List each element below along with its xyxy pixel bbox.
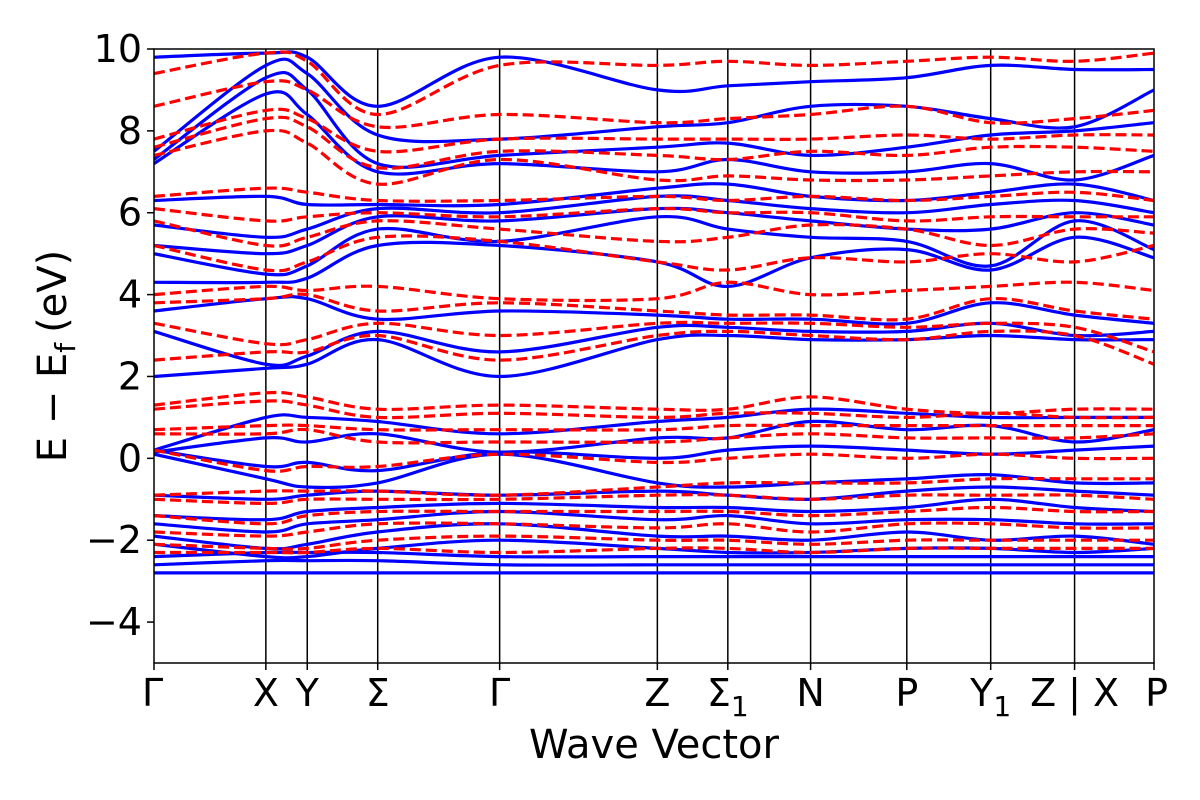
y-tick-label: 6 [118, 191, 142, 235]
x-tick-label: Σ [366, 671, 390, 715]
solid-band-line [154, 235, 1154, 289]
solid-band-line [154, 509, 1154, 534]
x-tick-label: Z | X [1030, 671, 1119, 716]
solid-band-line [154, 71, 1154, 169]
dashed-band-line [154, 115, 1154, 170]
dashed-band-line [154, 493, 1154, 506]
dashed-band-line [154, 79, 1154, 130]
y-tick-label: −2 [86, 518, 142, 562]
y-tick-label: 10 [94, 27, 142, 71]
x-tick-label: Y1 [969, 671, 1011, 723]
dashed-band-line [154, 320, 1154, 354]
x-tick-label: Γ [489, 671, 510, 715]
dashed-band-line [154, 390, 1154, 415]
dashed-band-line [154, 292, 1154, 322]
solid-band-line [154, 485, 1154, 501]
dashed-band-line [154, 329, 1154, 366]
x-tick-label: Γ [142, 671, 163, 715]
band-lines [154, 50, 1154, 575]
solid-band-line [154, 57, 1154, 153]
dashed-band-line [154, 107, 1154, 154]
dashed-band-line [154, 206, 1154, 223]
y-tick-label: 2 [118, 354, 142, 398]
solid-band-line [154, 407, 1154, 452]
x-tick-label: P [895, 671, 918, 715]
solid-band-line [154, 295, 1154, 326]
x-tick-label: X [253, 671, 279, 715]
x-tick-label: Z [644, 671, 670, 715]
x-axis-ticks: Γ X Y Σ Γ Z Σ1 N P Y1 Z | X P [142, 663, 1168, 723]
x-tick-label: P [1145, 671, 1168, 715]
x-tick-label: N [796, 671, 824, 715]
dashed-band-line [154, 186, 1154, 203]
solid-band-line [154, 182, 1154, 208]
dashed-band-line [154, 128, 1154, 186]
x-tick-label: Y [295, 671, 320, 715]
y-axis-label: E − Ef(eV) [30, 250, 82, 463]
solid-band-line [154, 90, 1154, 182]
solid-band-line [154, 333, 1154, 379]
dashed-band-line [154, 448, 1154, 473]
solid-band-line [154, 497, 1154, 522]
y-tick-label: 0 [118, 436, 142, 480]
dashed-band-line [154, 476, 1154, 497]
solid-band-line [154, 558, 1154, 567]
y-axis-ticks: −4 −2 0 2 4 6 8 10 [86, 27, 154, 644]
x-axis-label: Wave Vector [529, 722, 780, 768]
plot-frame [153, 48, 1155, 664]
y-tick-label: 8 [118, 109, 142, 153]
dashed-band-line [154, 280, 1154, 303]
solid-band-line [154, 50, 1154, 108]
y-tick-label: −4 [86, 600, 142, 644]
dashed-band-line [154, 521, 1154, 538]
dashed-band-line [154, 534, 1154, 551]
x-tick-label: Σ1 [707, 671, 749, 723]
solid-band-line [154, 214, 1154, 277]
dashed-band-line [154, 219, 1154, 248]
dashed-band-line [154, 423, 1154, 432]
dashed-band-line [154, 546, 1154, 555]
dashed-band-line [154, 427, 1154, 445]
dashed-band-line [154, 505, 1154, 526]
dashed-band-line [154, 234, 1154, 273]
y-tick-label: 4 [118, 273, 142, 317]
dashed-band-line [154, 50, 1154, 117]
